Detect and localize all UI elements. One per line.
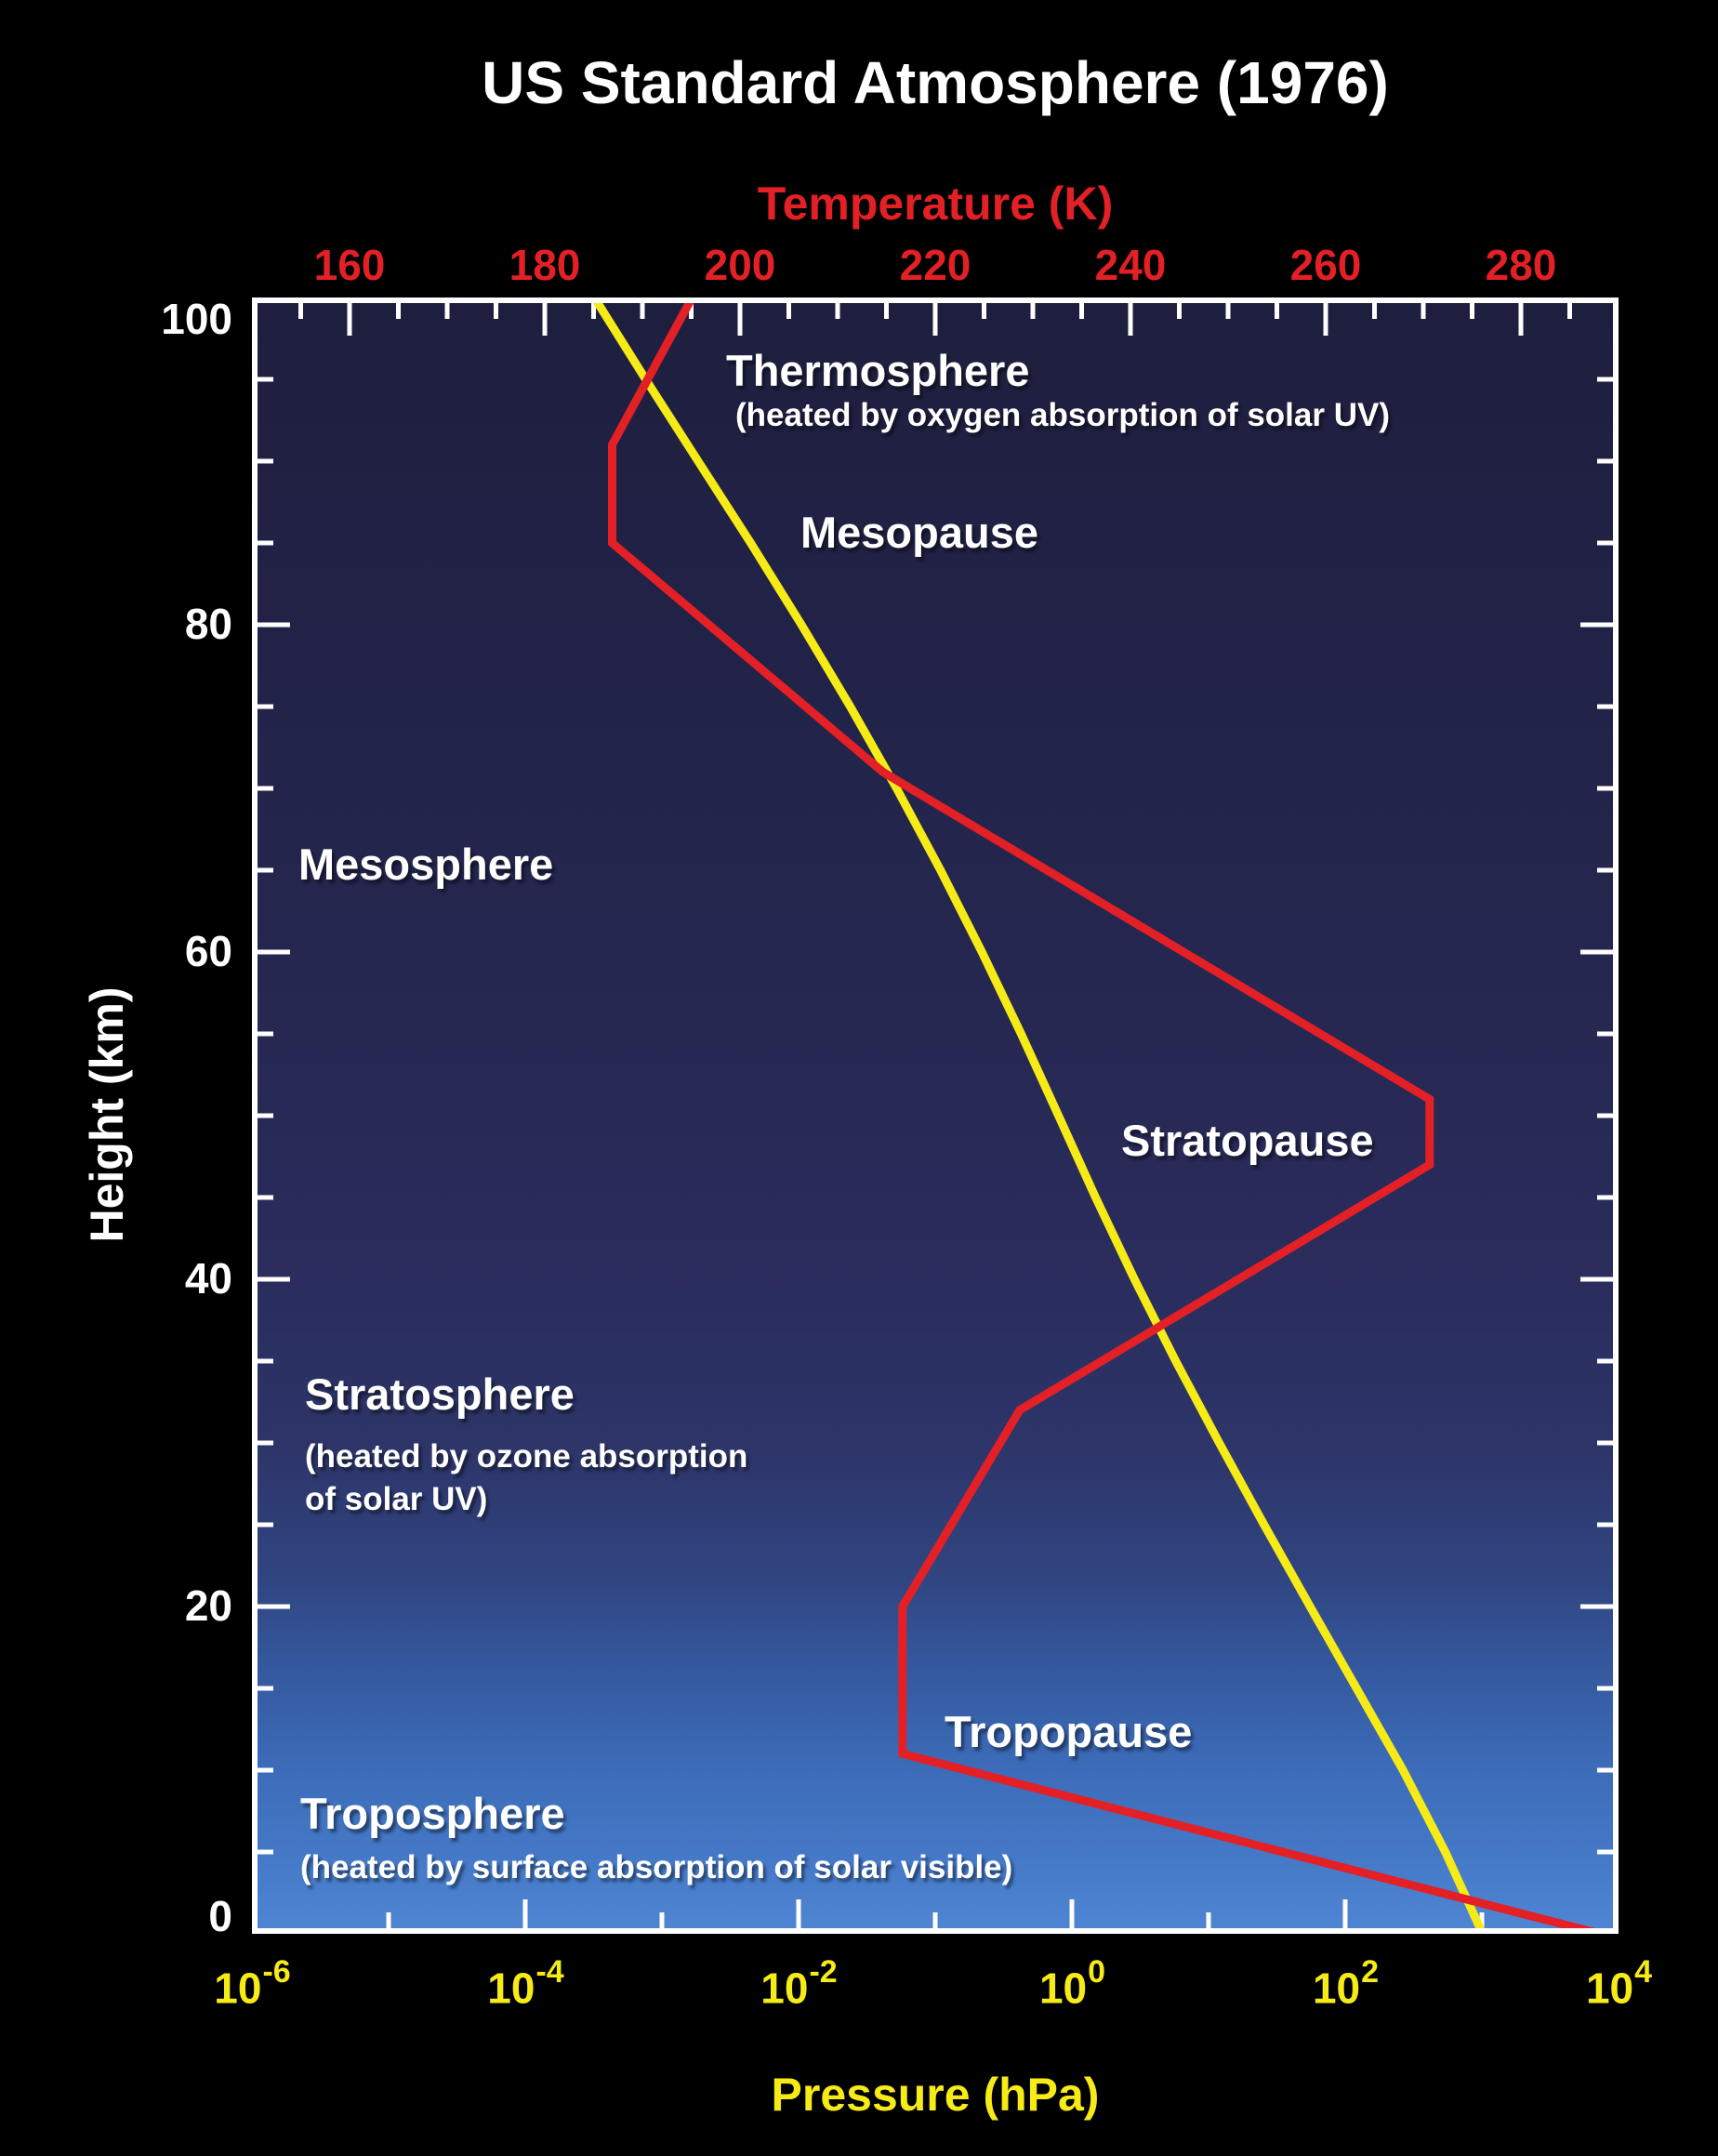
temp-tick-label-180: 180	[509, 241, 581, 289]
height-tick-label-100: 100	[161, 295, 232, 343]
pressure-tick-exponent: -6	[262, 1954, 291, 1990]
temp-tick-label-260: 260	[1289, 241, 1362, 289]
height-tick-label-20: 20	[184, 1581, 232, 1630]
height-tick-label-40: 40	[184, 1254, 232, 1303]
annotation-mesopause: Mesopause	[800, 508, 1038, 557]
pressure-tick-base: 10	[1038, 1964, 1088, 2013]
sky-gradient-background	[252, 298, 1619, 1934]
pressure-tick-exponent: 4	[1634, 1954, 1653, 1990]
temp-tick-label-280: 280	[1485, 241, 1557, 289]
pressure-tick-label-1e4: 104	[1540, 1954, 1698, 2013]
annotation-heated-by-surface-absorption-of-solar-visible: (heated by surface absorption of solar v…	[300, 1849, 1013, 1885]
height-axis-title: Height (km)	[81, 986, 133, 1243]
annotation-heated-by-ozone-absorption: (heated by ozone absorption	[305, 1438, 748, 1475]
height-tick-label-60: 60	[184, 927, 232, 975]
height-tick-label-80: 80	[184, 600, 232, 648]
pressure-tick-base: 10	[487, 1964, 535, 2013]
temp-tick-label-160: 160	[313, 241, 386, 289]
temperature-profile-line	[608, 298, 1602, 1934]
temp-tick-label-200: 200	[704, 241, 776, 289]
annotation-mesosphere: Mesosphere	[298, 840, 554, 889]
annotation-troposphere: Troposphere	[300, 1789, 565, 1838]
annotation-heated-by-oxygen-absorption-of-solar-uv: (heated by oxygen absorption of solar UV…	[735, 397, 1390, 433]
temperature-axis-title: Temperature (K)	[757, 178, 1114, 230]
pressure-tick-base: 10	[1585, 1964, 1634, 2013]
pressure-tick-label-1e-6: 10-6	[173, 1954, 331, 2013]
pressure-tick-base: 10	[760, 1964, 809, 2013]
pressure-tick-label-1e-4: 10-4	[446, 1954, 604, 2013]
plot-border	[252, 298, 1619, 1934]
pressure-tick-base: 10	[214, 1964, 262, 2013]
temp-tick-label-240: 240	[1094, 241, 1167, 289]
pressure-tick-label-1e-2: 10-2	[720, 1954, 878, 2013]
annotation-thermosphere: Thermosphere	[726, 346, 1030, 395]
temp-tick-label-220: 220	[899, 241, 971, 289]
pressure-tick-base: 10	[1312, 1964, 1361, 2013]
pressure-tick-label-1e2: 102	[1266, 1954, 1424, 2013]
annotation-tropopause: Tropopause	[945, 1707, 1193, 1756]
pressure-tick-exponent: 2	[1361, 1954, 1380, 1990]
height-tick-label-0: 0	[208, 1892, 232, 1940]
pressure-tick-exponent: -4	[535, 1954, 564, 1990]
pressure-axis-title: Pressure (hPa)	[771, 2069, 1100, 2121]
annotation-stratosphere: Stratosphere	[305, 1369, 575, 1419]
annotation-of-solar-uv: of solar UV)	[305, 1481, 488, 1517]
pressure-profile-line	[590, 298, 1487, 1934]
chart-title: US Standard Atmosphere (1976)	[482, 49, 1389, 116]
pressure-tick-exponent: -2	[809, 1954, 838, 1990]
annotation-stratopause: Stratopause	[1121, 1116, 1374, 1165]
pressure-tick-exponent: 0	[1088, 1954, 1106, 1990]
pressure-tick-label-1e0: 100	[993, 1954, 1151, 2013]
plot-area	[252, 298, 1619, 1934]
